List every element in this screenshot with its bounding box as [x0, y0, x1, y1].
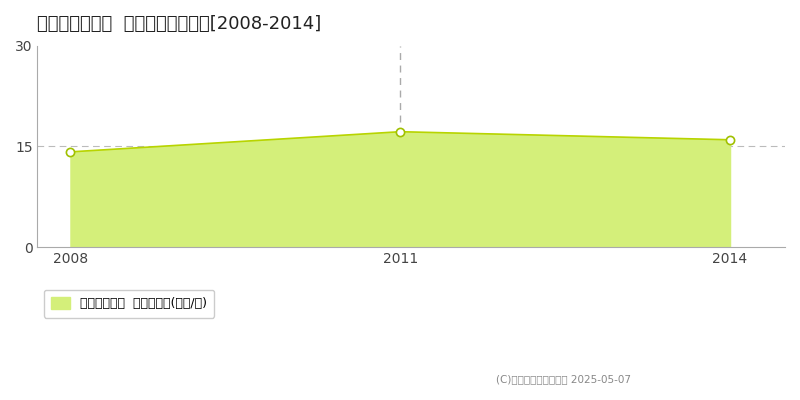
Text: 北見市無加川町  収益物件価格推移[2008-2014]: 北見市無加川町 収益物件価格推移[2008-2014]: [38, 15, 322, 33]
Legend: 収益物件価格  平均嵪単価(万円/嵪): 収益物件価格 平均嵪単価(万円/嵪): [44, 290, 214, 318]
Point: [724, 136, 737, 143]
Point: [394, 128, 406, 135]
Point: [64, 149, 77, 155]
Text: (C)土地価格ドットコム 2025-05-07: (C)土地価格ドットコム 2025-05-07: [496, 374, 631, 384]
